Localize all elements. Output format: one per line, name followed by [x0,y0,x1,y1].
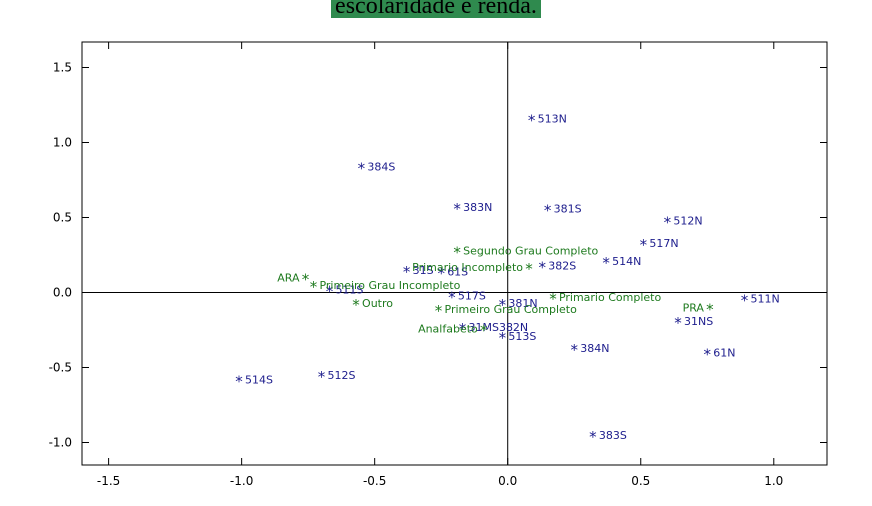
data-point-label: ARA [277,272,300,285]
data-point-marker: * [459,320,467,338]
x-tick-label: -0.5 [363,474,386,488]
data-point-label: 512S [327,369,355,382]
data-point-label: 61N [713,347,735,360]
caption-text: escolaridade e renda. [331,0,541,18]
data-point-marker: * [704,346,712,364]
data-point-marker: * [437,265,445,283]
data-point-marker: * [499,296,507,314]
data-point-label: Analfabeto [418,323,478,336]
data-point-label: 31MS382N [468,321,528,334]
data-point-marker: * [525,260,533,278]
data-point-label: Segundo Grau Completo [463,245,598,258]
data-point-marker: * [499,329,507,347]
data-point-label: 31NS [684,315,713,328]
data-point-label: 517S [458,290,486,303]
data-point-marker: * [310,278,318,296]
y-tick-label: 0.0 [53,286,72,300]
data-point-marker: * [544,202,552,220]
data-point-marker: * [664,214,672,232]
figure-caption: escolaridade e renda. [0,0,872,22]
data-point-label: 31S [413,264,434,277]
axes-layer: -1.5 -1.0 -0.5 0.0 0.5 1.0 -1.0 -0.5 0.0 0.5 1.0 1.… [49,42,827,488]
data-point-label: 384S [367,161,395,174]
data-point-label: 514S [245,374,273,387]
data-point-label: 511S [335,284,363,297]
data-point-marker: * [453,200,461,218]
data-point-label: 514N [612,255,641,268]
data-point-marker: * [318,368,326,386]
data-point-label: 383S [599,429,627,442]
data-point-marker: * [539,259,547,277]
y-tick-label: 1.0 [53,136,72,150]
data-point-label: 513N [538,113,567,126]
data-point-marker: * [326,283,334,301]
data-point-marker: * [674,314,682,332]
data-point-marker: * [528,112,536,130]
x-tick-label: -1.0 [230,474,253,488]
data-point-marker: * [235,373,243,391]
data-point-marker: * [741,292,749,310]
data-point-marker: * [570,341,578,359]
data-point-marker: * [453,244,461,262]
data-point-label: 61S [447,266,468,279]
data-point-marker: * [589,428,597,446]
data-point-marker: * [435,302,443,320]
data-point-label: 382S [548,260,576,273]
data-point-marker: * [480,322,488,340]
data-point-marker: * [706,301,714,319]
y-tick-label: 0.5 [53,211,72,225]
data-point-marker: * [358,160,366,178]
data-point-label: 512N [673,215,702,228]
y-tick-label: -1.0 [49,436,72,450]
data-point-marker: * [640,236,648,254]
data-point-label: Outro [362,297,393,310]
data-point-label: 513S [508,330,536,343]
data-point-label: PRA [683,302,705,315]
data-point-label: 384N [580,342,609,355]
data-point-label: 381N [508,297,537,310]
data-point-marker: * [448,289,456,307]
data-point-label: 381S [554,203,582,216]
points-layer: * 513N* 384S* 383N * 381S* 512N* 517N* 382S * 514N… [235,112,780,447]
data-point-marker: * [403,263,411,281]
data-point-label: 511N [751,293,780,306]
x-tick-label: 0.0 [498,474,517,488]
data-point-label: Primeiro Grau Completo [445,303,578,316]
data-point-marker: * [352,296,360,314]
x-tick-label: -1.5 [97,474,120,488]
data-point-label: Primario Completo [559,291,662,304]
plot-frame [81,41,828,466]
x-tick-label: 0.5 [631,474,650,488]
y-tick-label: 1.5 [53,61,72,75]
data-point-label: Primario Incompleto [412,261,523,274]
data-point-label: Primeiro Grau Incompleto [319,279,460,292]
y-tick-label: -0.5 [49,361,72,375]
data-point-marker: * [549,290,557,308]
data-point-marker: * [302,271,310,289]
data-point-marker: * [602,254,610,272]
data-point-label: 383N [463,201,492,214]
x-tick-label: 1.0 [764,474,783,488]
data-point-label: 517N [649,237,678,250]
